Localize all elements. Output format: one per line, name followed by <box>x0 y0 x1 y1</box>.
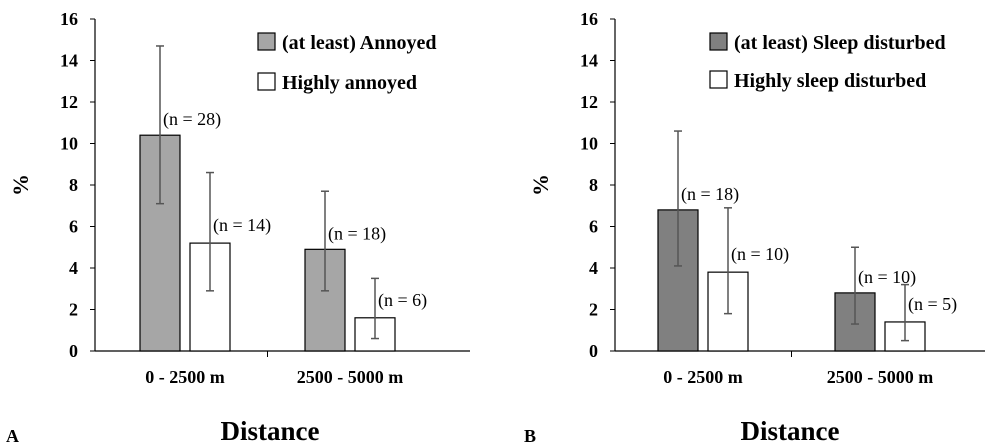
chart-panel-a: 0 2 4 6 8 10 12 14 16 (n = 28) (n = 18) (n = 14) (n … <box>6 9 470 446</box>
sample-size-annotation: (n = 28) <box>163 109 221 130</box>
y-tick-label: 14 <box>580 51 598 71</box>
y-tick-label: 12 <box>60 92 78 112</box>
legend-swatch <box>257 72 276 91</box>
y-axis-title: % <box>8 174 33 196</box>
y-tick-label: 12 <box>580 92 598 112</box>
sample-size-annotation: (n = 10) <box>731 244 789 265</box>
y-tick-label: 0 <box>589 341 598 361</box>
y-tick-label: 10 <box>60 134 78 154</box>
panel-label: B <box>524 426 536 446</box>
chart-panel-b: 0 2 4 6 8 10 12 14 16 (n = 18) (n = 10) (n = 10) (n … <box>524 9 985 446</box>
y-tick-label: 8 <box>69 175 78 195</box>
x-category-label: 0 - 2500 m <box>663 367 743 387</box>
y-tick-label: 14 <box>60 51 78 71</box>
legend-swatch <box>709 32 728 51</box>
x-axis-title: Distance <box>741 416 840 446</box>
x-axis-title: Distance <box>221 416 320 446</box>
y-tick-label: 2 <box>589 300 598 320</box>
legend: (at least) Annoyed Highly annoyed <box>257 32 436 94</box>
y-tick-label: 4 <box>69 258 78 278</box>
sample-size-annotation: (n = 18) <box>681 184 739 205</box>
y-tick-label: 4 <box>589 258 598 278</box>
y-axis-title: % <box>528 174 553 196</box>
x-category-label: 2500 - 5000 m <box>827 367 934 387</box>
panel-label: A <box>6 426 19 446</box>
legend: (at least) Sleep disturbed Highly sleep d… <box>709 32 946 92</box>
x-category-label: 2500 - 5000 m <box>297 367 404 387</box>
legend-swatch <box>257 32 276 51</box>
sample-size-annotation: (n = 6) <box>378 290 427 311</box>
legend-label: (at least) Sleep disturbed <box>734 32 946 54</box>
y-tick-label: 6 <box>589 217 598 237</box>
y-tick-label: 8 <box>589 175 598 195</box>
y-tick-label: 6 <box>69 217 78 237</box>
x-category-label: 0 - 2500 m <box>145 367 225 387</box>
sample-size-annotation: (n = 10) <box>858 267 916 288</box>
legend-label: Highly sleep disturbed <box>734 70 926 92</box>
legend-swatch <box>709 70 728 89</box>
y-tick-label: 16 <box>60 9 78 29</box>
y-tick-label: 10 <box>580 134 598 154</box>
y-tick-label: 0 <box>69 341 78 361</box>
legend-label: (at least) Annoyed <box>282 32 436 54</box>
sample-size-annotation: (n = 14) <box>213 215 271 236</box>
y-tick-label: 16 <box>580 9 598 29</box>
sample-size-annotation: (n = 18) <box>328 223 386 244</box>
y-tick-label: 2 <box>69 300 78 320</box>
legend-label: Highly annoyed <box>282 72 417 94</box>
sample-size-annotation: (n = 5) <box>908 294 957 315</box>
